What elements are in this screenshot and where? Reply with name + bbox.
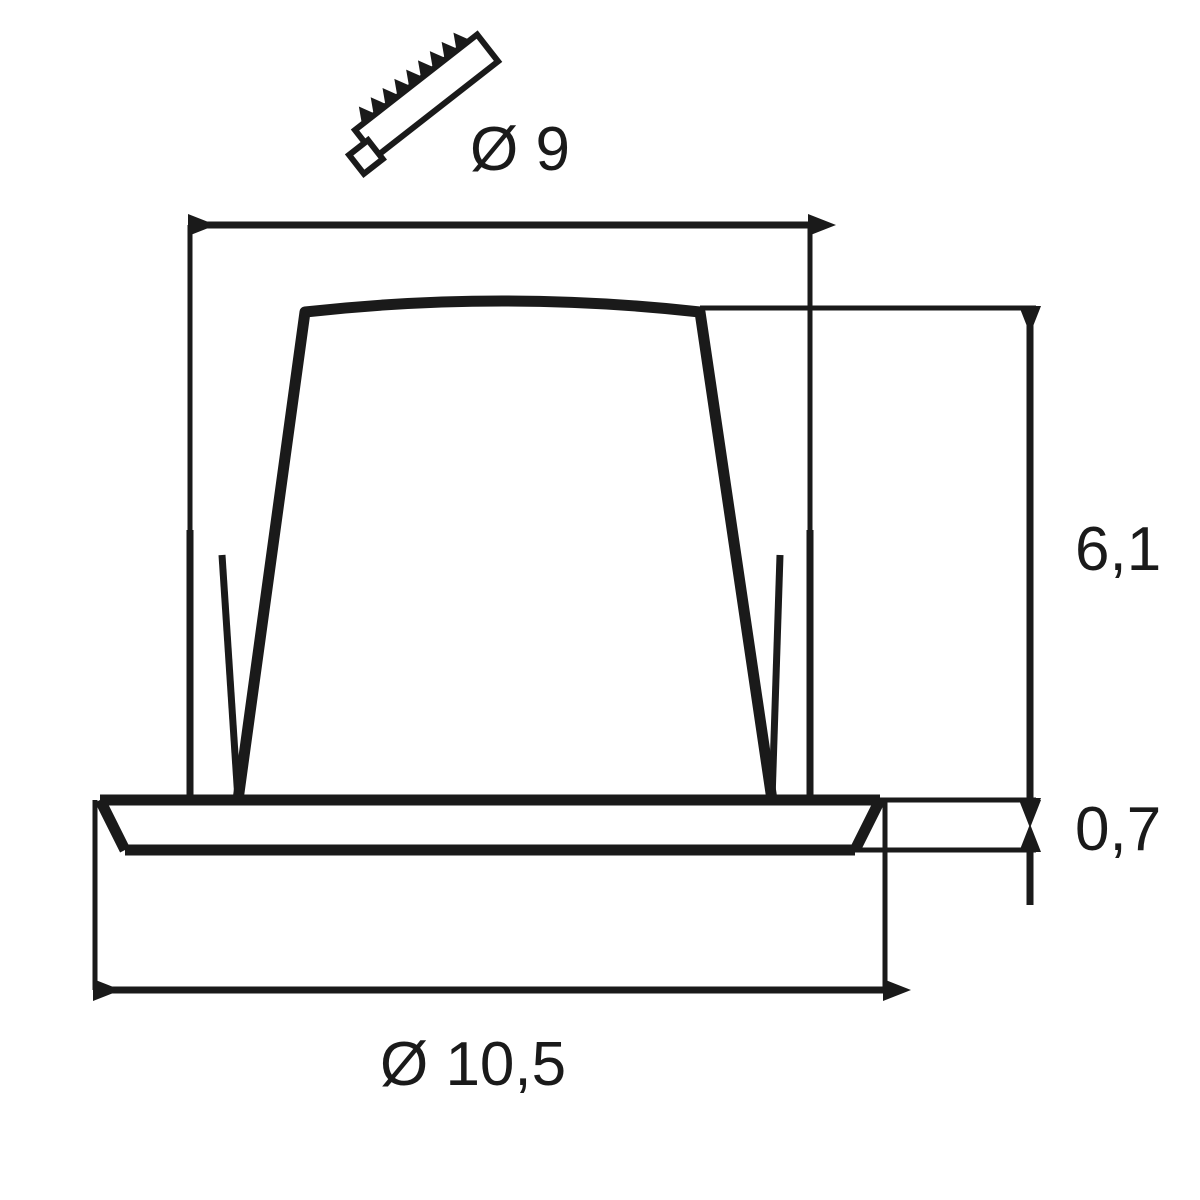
fixture-body <box>238 301 772 800</box>
flange-end-left <box>100 800 125 850</box>
label-height: 6,1 <box>1075 515 1161 584</box>
label-outer-diameter: Ø 10,5 <box>380 1030 566 1099</box>
technical-drawing: Ø 9 Ø 10,5 6,1 0,7 <box>0 0 1200 1200</box>
clip-right-inner <box>772 555 780 800</box>
label-cutout-diameter: Ø 9 <box>470 115 570 184</box>
clip-left-inner <box>222 555 238 800</box>
label-flange-thickness: 0,7 <box>1075 795 1161 864</box>
flange-end-right <box>855 800 880 850</box>
